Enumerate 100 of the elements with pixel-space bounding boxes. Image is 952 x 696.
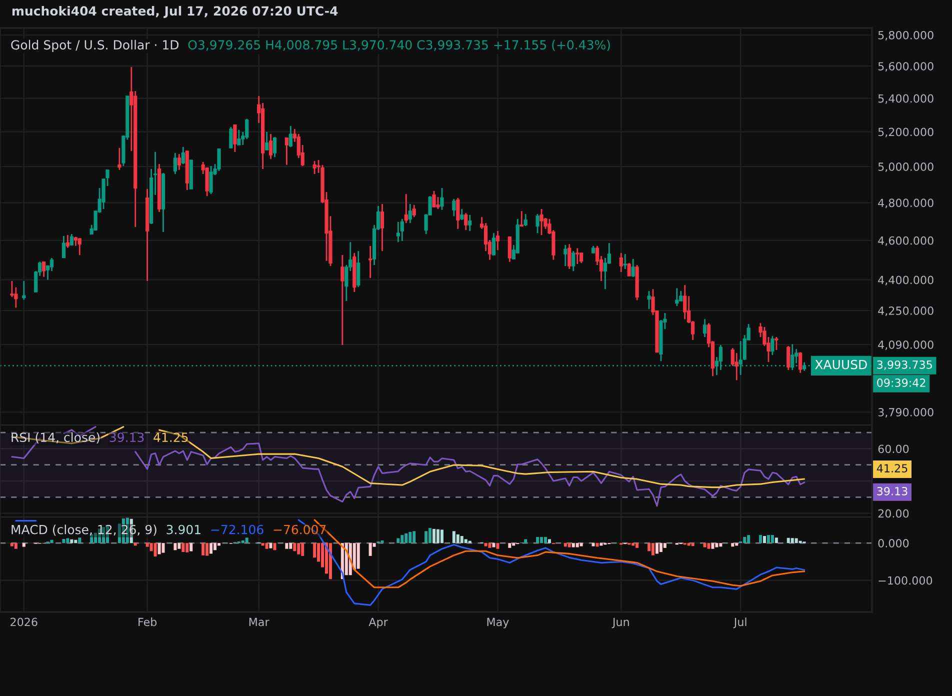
candlestick [496, 230, 500, 251]
text: 39.13 [877, 486, 908, 496]
annotation: −72.106 [211, 524, 264, 534]
bar [90, 534, 94, 544]
bar [572, 543, 575, 548]
candlestick [62, 235, 66, 258]
candlestick [623, 253, 627, 270]
y-tick-label: 5,600.000 [878, 62, 934, 72]
bar [344, 543, 348, 576]
text: muchoki404 created, Jul 17, 2026 07:20 UTC-4 [12, 6, 338, 18]
candlestick [468, 214, 472, 232]
bar [663, 543, 666, 548]
bar [408, 532, 412, 544]
bar [66, 538, 70, 544]
candlestick [412, 204, 416, 218]
candlestick [396, 221, 400, 243]
y-tick-label: 4,090.000 [878, 340, 934, 350]
candlestick [679, 290, 683, 302]
candlestick [70, 233, 74, 246]
candlestick [312, 160, 316, 175]
bar [484, 543, 488, 546]
candlestick [22, 280, 26, 300]
bar [794, 538, 798, 544]
candlestick [683, 284, 687, 320]
bar [206, 543, 209, 556]
bar [636, 543, 639, 548]
y-tick-label: 3,790.000 [878, 408, 934, 418]
candlestick [237, 129, 241, 146]
bar [592, 543, 595, 546]
y-tick-label: 5,400.000 [878, 94, 934, 104]
bar [711, 543, 714, 549]
candlestick [536, 213, 540, 234]
candlestick [118, 147, 122, 171]
x-tick-label: 2026 [10, 618, 38, 626]
candlestick [268, 133, 273, 160]
bar [146, 543, 149, 547]
candlestick [460, 208, 464, 221]
bar [496, 543, 500, 549]
y-tick-label: 0.000 [878, 539, 909, 548]
bar [50, 540, 54, 544]
candlestick [436, 196, 440, 210]
candlestick [233, 124, 237, 153]
bar [428, 528, 432, 544]
bar [218, 543, 220, 546]
y-tick-label: 4,250.000 [878, 306, 934, 316]
candlestick [78, 237, 82, 256]
text: 41.25 [876, 464, 908, 472]
bar [576, 543, 579, 548]
bar [62, 538, 66, 544]
bar [655, 543, 658, 554]
bar [432, 528, 436, 544]
bar [790, 538, 794, 544]
candlestick [508, 236, 512, 263]
bar [648, 543, 651, 552]
bar [10, 543, 14, 546]
bar [544, 536, 547, 544]
bar [460, 536, 464, 544]
bar [596, 543, 599, 547]
candlestick [356, 250, 360, 288]
bar [691, 543, 694, 546]
bar [14, 543, 18, 549]
candlestick [524, 213, 528, 227]
bar [94, 532, 98, 544]
bar [536, 536, 540, 544]
bar [512, 543, 516, 546]
bar [719, 543, 722, 547]
bar [548, 539, 551, 544]
bar [412, 531, 416, 544]
bar [293, 543, 296, 552]
y-tick-label: −100.000 [878, 576, 932, 585]
candlestick [464, 212, 468, 231]
candlestick [50, 257, 54, 272]
bar [540, 536, 544, 544]
x-tick-label: Feb [138, 618, 157, 626]
text: 09:39:42 [877, 378, 926, 387]
bar [763, 536, 766, 544]
bar [70, 539, 74, 544]
annotation: 41.25 [154, 432, 188, 442]
bar [747, 535, 750, 544]
candlestick [786, 345, 790, 371]
candlestick [288, 125, 292, 148]
candlestick [380, 203, 384, 252]
candlestick [181, 146, 185, 165]
bar [786, 538, 790, 544]
y-tick-label: 20.00 [878, 509, 909, 518]
bar [524, 539, 528, 544]
bar [289, 543, 292, 549]
candlestick [520, 210, 524, 227]
bar [186, 543, 189, 552]
bar [632, 543, 635, 546]
bar [568, 543, 571, 548]
candlestick [647, 290, 651, 310]
y-tick-label: 60.00 [878, 444, 909, 454]
ref-line-label: XAUUSD [815, 360, 867, 370]
bar [770, 535, 774, 544]
y-tick-label: 4,600.000 [878, 236, 934, 246]
bar [715, 543, 718, 548]
candlestick [492, 232, 496, 256]
bar [456, 534, 460, 544]
text: 3,993.735 [877, 360, 932, 370]
